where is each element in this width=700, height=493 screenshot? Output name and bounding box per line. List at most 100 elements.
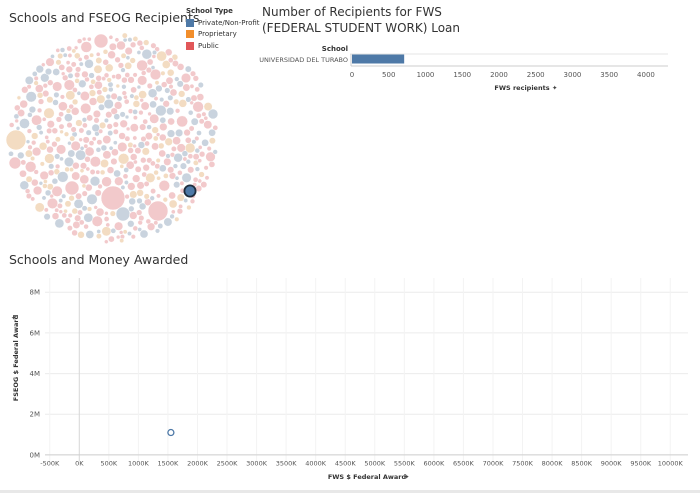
school-bubble[interactable] bbox=[130, 234, 136, 240]
school-bubble[interactable] bbox=[51, 185, 63, 197]
school-bubble[interactable] bbox=[79, 145, 85, 151]
school-bubble[interactable] bbox=[34, 202, 45, 213]
school-bubble[interactable] bbox=[84, 59, 94, 69]
school-bubble[interactable] bbox=[38, 181, 44, 186]
school-bubble[interactable] bbox=[51, 127, 59, 135]
school-bubble[interactable] bbox=[71, 229, 78, 237]
school-bubble[interactable] bbox=[166, 107, 175, 116]
school-bubble[interactable] bbox=[144, 132, 153, 141]
school-bubble[interactable] bbox=[64, 217, 71, 224]
school-bubble[interactable] bbox=[123, 180, 129, 185]
school-bubble[interactable] bbox=[36, 107, 43, 114]
school-bubble[interactable] bbox=[190, 117, 199, 126]
school-bubble[interactable] bbox=[76, 38, 83, 44]
school-bubble[interactable] bbox=[94, 189, 102, 197]
school-bubble[interactable] bbox=[50, 54, 55, 59]
school-bubble[interactable] bbox=[145, 66, 153, 74]
school-bubble[interactable] bbox=[103, 98, 114, 110]
school-bubble[interactable] bbox=[112, 140, 118, 146]
school-bubble[interactable] bbox=[108, 42, 117, 51]
school-bubble[interactable] bbox=[43, 213, 51, 221]
school-bubble[interactable] bbox=[47, 79, 54, 86]
school-bubble[interactable] bbox=[203, 165, 209, 171]
school-bubble[interactable] bbox=[106, 123, 113, 130]
school-bubble[interactable] bbox=[153, 169, 159, 176]
school-bubble[interactable] bbox=[51, 141, 58, 148]
school-bubble[interactable] bbox=[85, 129, 92, 136]
school-bubble[interactable] bbox=[176, 143, 186, 153]
school-bubble[interactable] bbox=[102, 150, 112, 160]
school-bubble[interactable] bbox=[164, 87, 171, 94]
school-bubble[interactable] bbox=[108, 235, 115, 243]
school-bubble[interactable] bbox=[147, 200, 169, 222]
school-bubble[interactable] bbox=[67, 212, 73, 219]
legend-item-private[interactable]: Private/Non-Profit bbox=[186, 17, 260, 29]
school-bubble[interactable] bbox=[145, 172, 156, 183]
school-bubble[interactable] bbox=[68, 195, 75, 202]
school-bubble[interactable] bbox=[153, 220, 159, 226]
school-bubble[interactable] bbox=[147, 111, 152, 117]
school-bubble[interactable] bbox=[72, 161, 80, 170]
school-bubble[interactable] bbox=[189, 198, 196, 204]
school-bubble[interactable] bbox=[143, 39, 150, 46]
school-bubble[interactable] bbox=[57, 171, 69, 183]
school-bubble[interactable] bbox=[156, 50, 167, 62]
school-bubble[interactable] bbox=[110, 157, 118, 166]
school-bubble[interactable] bbox=[208, 161, 216, 168]
school-bubble[interactable] bbox=[174, 216, 180, 222]
school-bubble[interactable] bbox=[19, 99, 28, 109]
legend-item-proprietary[interactable]: Proprietary bbox=[186, 29, 260, 41]
school-bubble[interactable] bbox=[83, 212, 94, 223]
school-bubble[interactable] bbox=[118, 132, 126, 140]
school-bubble[interactable] bbox=[96, 139, 103, 146]
school-bubble[interactable] bbox=[201, 111, 207, 117]
school-bubble[interactable] bbox=[47, 169, 55, 177]
school-bubble[interactable] bbox=[93, 33, 109, 49]
school-bubble[interactable] bbox=[124, 72, 131, 78]
school-bubble[interactable] bbox=[71, 98, 79, 106]
school-bubble[interactable] bbox=[105, 222, 111, 228]
school-bubble[interactable] bbox=[66, 45, 73, 52]
school-bubble[interactable] bbox=[188, 125, 195, 132]
school-bubble[interactable] bbox=[151, 49, 158, 56]
school-bubble[interactable] bbox=[54, 153, 61, 160]
school-bubble[interactable] bbox=[115, 83, 121, 89]
school-bubble[interactable] bbox=[31, 140, 37, 146]
school-bubble[interactable] bbox=[141, 147, 150, 156]
selected-school-bubble[interactable] bbox=[183, 184, 197, 198]
school-bubble[interactable] bbox=[67, 140, 72, 146]
school-bubble[interactable] bbox=[139, 123, 147, 131]
school-bubble[interactable] bbox=[106, 77, 112, 83]
school-bubble[interactable] bbox=[133, 159, 138, 165]
school-bubble[interactable] bbox=[149, 195, 155, 201]
school-bubble[interactable] bbox=[91, 215, 103, 227]
school-bubble[interactable] bbox=[136, 50, 142, 55]
school-bubble[interactable] bbox=[186, 204, 192, 211]
school-bubble[interactable] bbox=[158, 180, 170, 192]
school-bubble[interactable] bbox=[93, 205, 98, 210]
school-bubble[interactable] bbox=[187, 166, 195, 174]
school-bubble[interactable] bbox=[156, 175, 161, 181]
school-bubble[interactable] bbox=[156, 193, 161, 199]
school-bubble[interactable] bbox=[82, 122, 88, 129]
school-bubble[interactable] bbox=[144, 140, 150, 147]
school-bubble[interactable] bbox=[136, 209, 143, 216]
school-bubble[interactable] bbox=[113, 113, 121, 121]
school-bubble[interactable] bbox=[139, 97, 144, 103]
school-bubble[interactable] bbox=[207, 108, 219, 120]
school-bubble[interactable] bbox=[55, 59, 62, 66]
school-bubble[interactable] bbox=[160, 81, 168, 88]
school-bubble[interactable] bbox=[125, 126, 131, 132]
school-bubble[interactable] bbox=[129, 211, 138, 220]
school-bubble[interactable] bbox=[167, 166, 175, 174]
school-bubble[interactable] bbox=[125, 160, 135, 170]
school-bubble[interactable] bbox=[91, 136, 97, 142]
school-bubble[interactable] bbox=[19, 180, 30, 191]
school-bubble[interactable] bbox=[81, 190, 88, 197]
school-bubble[interactable] bbox=[178, 203, 184, 209]
school-bubble[interactable] bbox=[198, 171, 205, 178]
school-bubble[interactable] bbox=[14, 118, 19, 124]
school-bubble[interactable] bbox=[38, 130, 44, 136]
school-bubble[interactable] bbox=[89, 169, 96, 175]
